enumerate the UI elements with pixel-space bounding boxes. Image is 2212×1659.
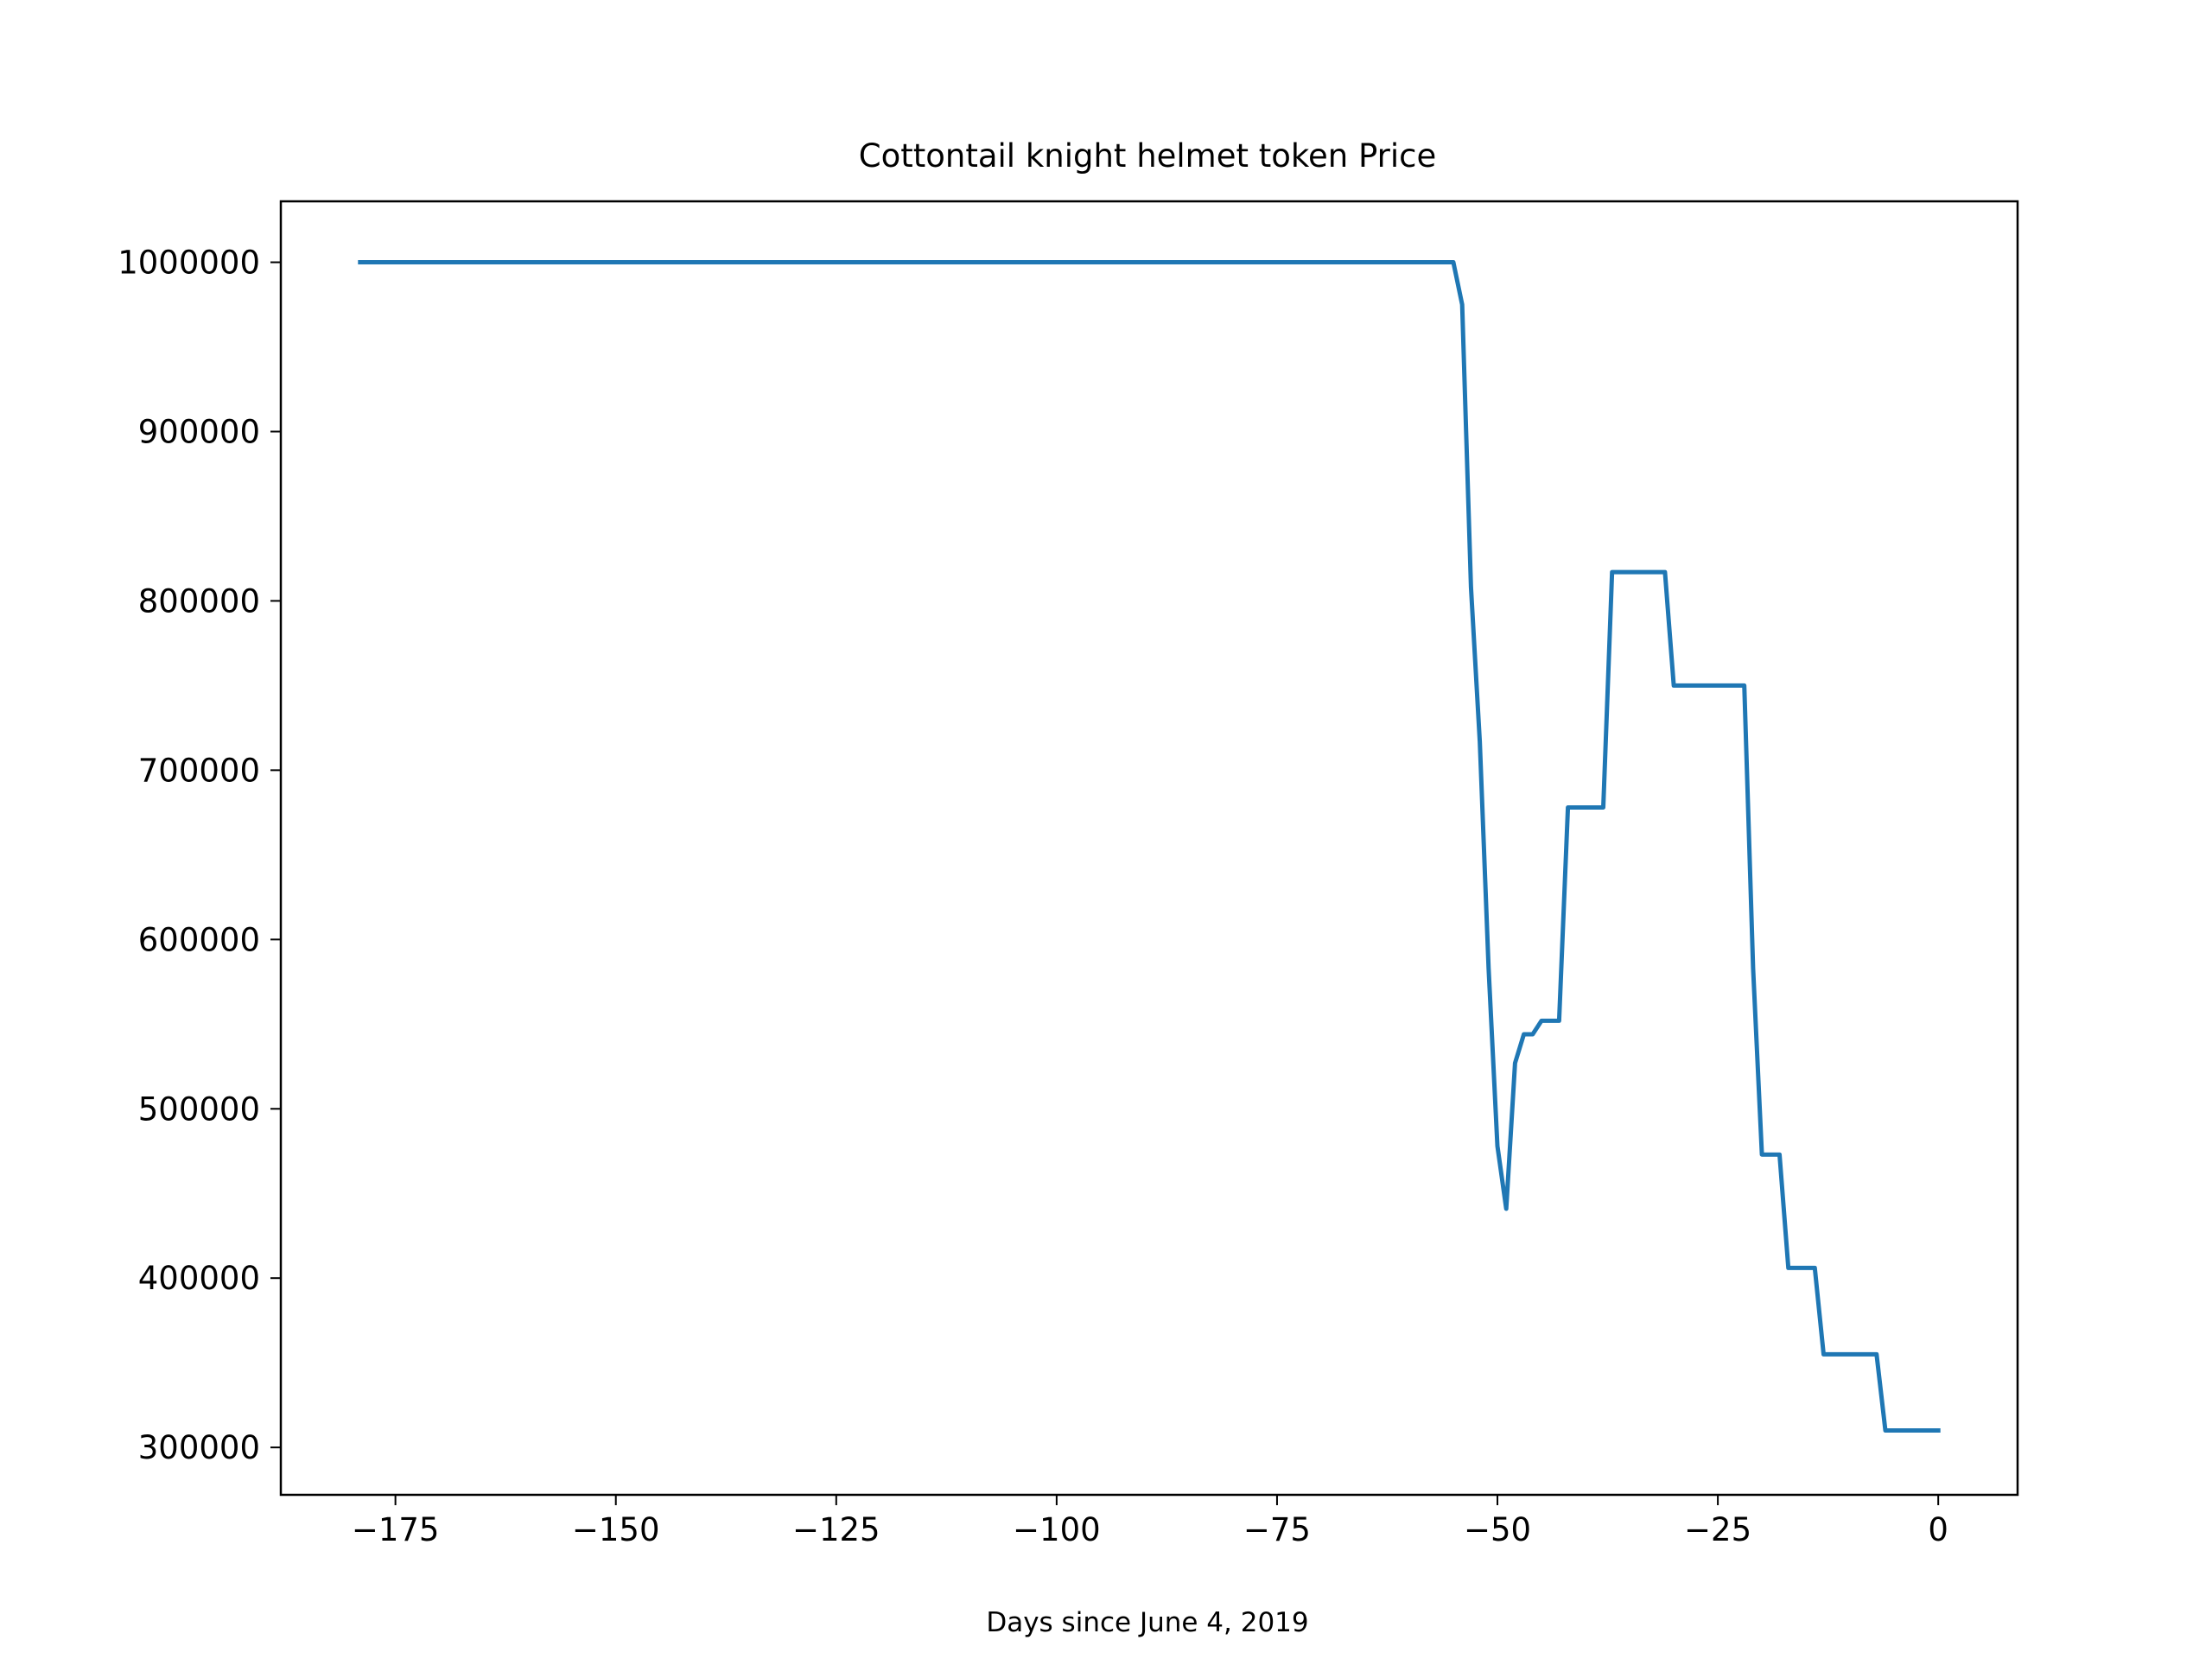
x-tick-label: −175 xyxy=(352,1511,440,1548)
chart-title: Cottontail knight helmet token Price xyxy=(859,137,1437,175)
x-tick-label: −150 xyxy=(572,1511,660,1548)
y-tick-label: 500000 xyxy=(138,1090,260,1128)
x-tick-label: −125 xyxy=(792,1511,880,1548)
y-tick-label: 700000 xyxy=(138,752,260,789)
x-axis-label: Days since June 4, 2019 xyxy=(986,1607,1308,1638)
x-tick-label: 0 xyxy=(1928,1511,1948,1548)
y-tick-label: 300000 xyxy=(138,1429,260,1466)
y-tick-label: 900000 xyxy=(138,413,260,450)
x-tick-label: −100 xyxy=(1013,1511,1101,1548)
x-axis: −175 −150 −125 −100 −75 −50 −25 0 xyxy=(352,1495,1948,1548)
y-tick-label: 400000 xyxy=(138,1260,260,1297)
y-axis: 300000 400000 500000 600000 700000 800000 9000… xyxy=(118,245,281,1466)
y-tick-label: 800000 xyxy=(138,582,260,620)
x-tick-label: −25 xyxy=(1684,1511,1751,1548)
price-series-line xyxy=(358,260,1941,1433)
y-tick-label: 1000000 xyxy=(118,245,260,282)
series-layer xyxy=(358,260,1941,1433)
y-tick-label: 600000 xyxy=(138,921,260,958)
x-tick-label: −50 xyxy=(1464,1511,1531,1548)
plot-frame xyxy=(279,200,2019,1497)
x-tick-label: −75 xyxy=(1243,1511,1311,1548)
